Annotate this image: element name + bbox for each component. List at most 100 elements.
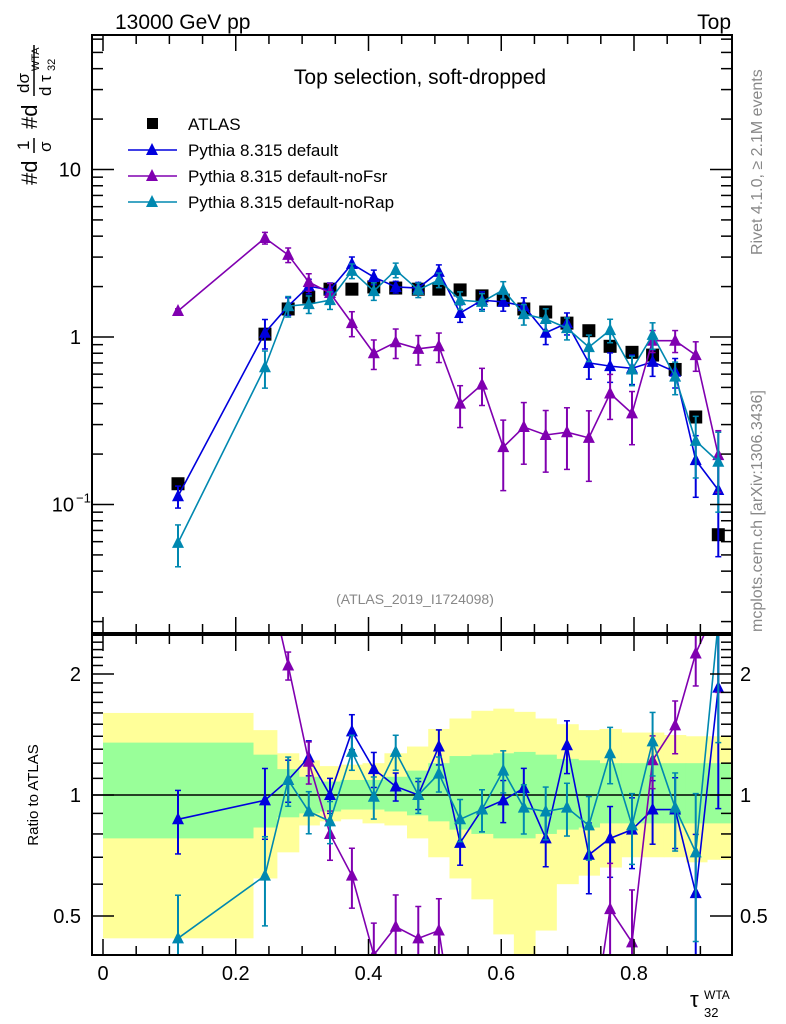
ratio-y-tick-labels: 2 2 1 1 0.5 0.5 — [53, 664, 768, 928]
mcplots-label: mcplots.cern.ch [arXiv:1306.3436] — [749, 390, 766, 632]
uncertainty-band-green — [578, 760, 600, 828]
data-point — [302, 274, 315, 287]
ratio-panel: 2 21 10.5 0.5 0 0.2 0.4 0.6 0.8 Ratio to ATLAS … — [25, 374, 768, 1020]
x-tick-label: 0.8 — [620, 963, 648, 985]
header-left: 13000 GeV pp — [115, 11, 250, 34]
ratio-series-pythia-8-315-default-norap — [172, 615, 724, 955]
legend-label: Pythia 8.315 default-noRap — [188, 193, 394, 212]
ratio-data-point — [302, 754, 315, 767]
data-point — [412, 341, 425, 354]
data-point — [497, 440, 510, 453]
data-point — [582, 430, 595, 443]
ratio-data-point — [476, 802, 489, 815]
ratio-data-point — [370, 947, 378, 955]
ratio-data-point — [626, 818, 639, 831]
data-point — [689, 348, 702, 361]
x-tick-label: 0.6 — [487, 963, 515, 985]
data-point — [302, 297, 315, 310]
data-point — [539, 325, 552, 338]
data-point — [669, 369, 682, 382]
data-point — [497, 282, 510, 295]
plot-title: Top selection, soft-dropped — [294, 66, 546, 89]
data-point — [669, 333, 682, 346]
data-point-atlas — [603, 339, 617, 353]
ratio-data-point — [259, 557, 271, 569]
ratio-data-point — [367, 789, 380, 802]
data-point — [476, 377, 489, 390]
ratio-data-point — [367, 762, 380, 775]
data-point — [604, 323, 617, 336]
data-point — [345, 263, 358, 276]
legend-marker-triangle — [146, 143, 158, 155]
data-point — [432, 272, 445, 285]
data-point — [454, 293, 467, 306]
ratio-data-point — [172, 374, 184, 386]
main-series-group — [171, 230, 725, 568]
x-tick-labels: 0 0.2 0.4 0.6 0.8 — [97, 963, 647, 985]
data-point — [432, 264, 445, 277]
ratio-data-point — [432, 923, 445, 936]
data-point-atlas — [432, 282, 446, 296]
series-pythia-8-315-default-nofsr — [172, 230, 725, 494]
main-y-axis-label: #d 1 σ #d dσ d τ WTA 32 — [14, 45, 58, 185]
data-point — [539, 427, 552, 440]
ratio-data-point — [712, 615, 724, 627]
data-point — [324, 293, 337, 306]
data-point — [172, 303, 185, 316]
ratio-data-point — [172, 812, 185, 825]
legend-marker-triangle — [146, 195, 158, 207]
data-point — [454, 306, 467, 319]
ylabel-frac2-den: d τ — [36, 75, 55, 96]
ratio-data-point — [626, 935, 639, 948]
ratio-data-point — [282, 658, 295, 671]
ratio-y-tick-label-left: 1 — [70, 785, 81, 807]
x-axis-label-sub: 32 — [704, 1005, 718, 1020]
data-point — [367, 284, 380, 297]
ratio-data-point — [302, 804, 315, 817]
ylabel-frac1-den: σ — [36, 141, 55, 152]
rivet-label: Rivet 4.1.0, ≥ 2.1M events — [749, 69, 766, 255]
ylabel-frac1-num: 1 — [14, 141, 33, 150]
data-point — [389, 279, 402, 292]
data-point — [282, 247, 295, 260]
ratio-data-point — [345, 744, 358, 757]
x-tick-label: 0.4 — [355, 963, 383, 985]
ratio-data-point — [669, 718, 682, 731]
ratio-data-point — [476, 998, 488, 1010]
ratio-data-point — [412, 931, 425, 944]
ratio-y-tick-label-right: 1 — [740, 785, 751, 807]
ratio-series-line — [280, 635, 705, 955]
ratio-data-point — [389, 779, 402, 792]
data-point — [172, 489, 185, 502]
data-point — [282, 299, 295, 312]
ratio-series-pythia-8-315-default-nofsr — [172, 374, 722, 1010]
ratio-data-point — [258, 868, 271, 881]
ratio-ticks — [92, 635, 732, 955]
header-right: Top — [697, 11, 731, 34]
ylabel-part-d2: #d — [17, 105, 42, 129]
y-tick-label-exponent: −1 — [76, 491, 91, 506]
data-point — [539, 312, 552, 325]
data-point — [367, 346, 380, 359]
main-ticks — [92, 35, 732, 633]
ratio-data-point — [604, 902, 617, 915]
data-point — [258, 325, 271, 338]
data-point — [476, 294, 489, 307]
legend-marker-square — [147, 118, 158, 129]
x-tick-label: 0.2 — [222, 963, 250, 985]
ratio-data-point — [345, 724, 358, 737]
ratio-data-point — [560, 738, 573, 751]
ratio-data-point — [432, 739, 445, 752]
data-point-atlas — [453, 283, 467, 297]
data-point — [172, 535, 185, 548]
ratio-data-point — [539, 804, 552, 817]
ylabel-part-d1: #d — [17, 161, 42, 185]
ratio-series-group — [172, 374, 725, 1010]
legend-label: ATLAS — [188, 115, 241, 134]
data-point — [389, 263, 402, 276]
series-atlas — [171, 280, 725, 542]
data-point — [626, 406, 639, 419]
legend-label: Pythia 8.315 default-noFsr — [188, 167, 388, 186]
ylabel-frac2-num: dσ — [14, 73, 33, 93]
